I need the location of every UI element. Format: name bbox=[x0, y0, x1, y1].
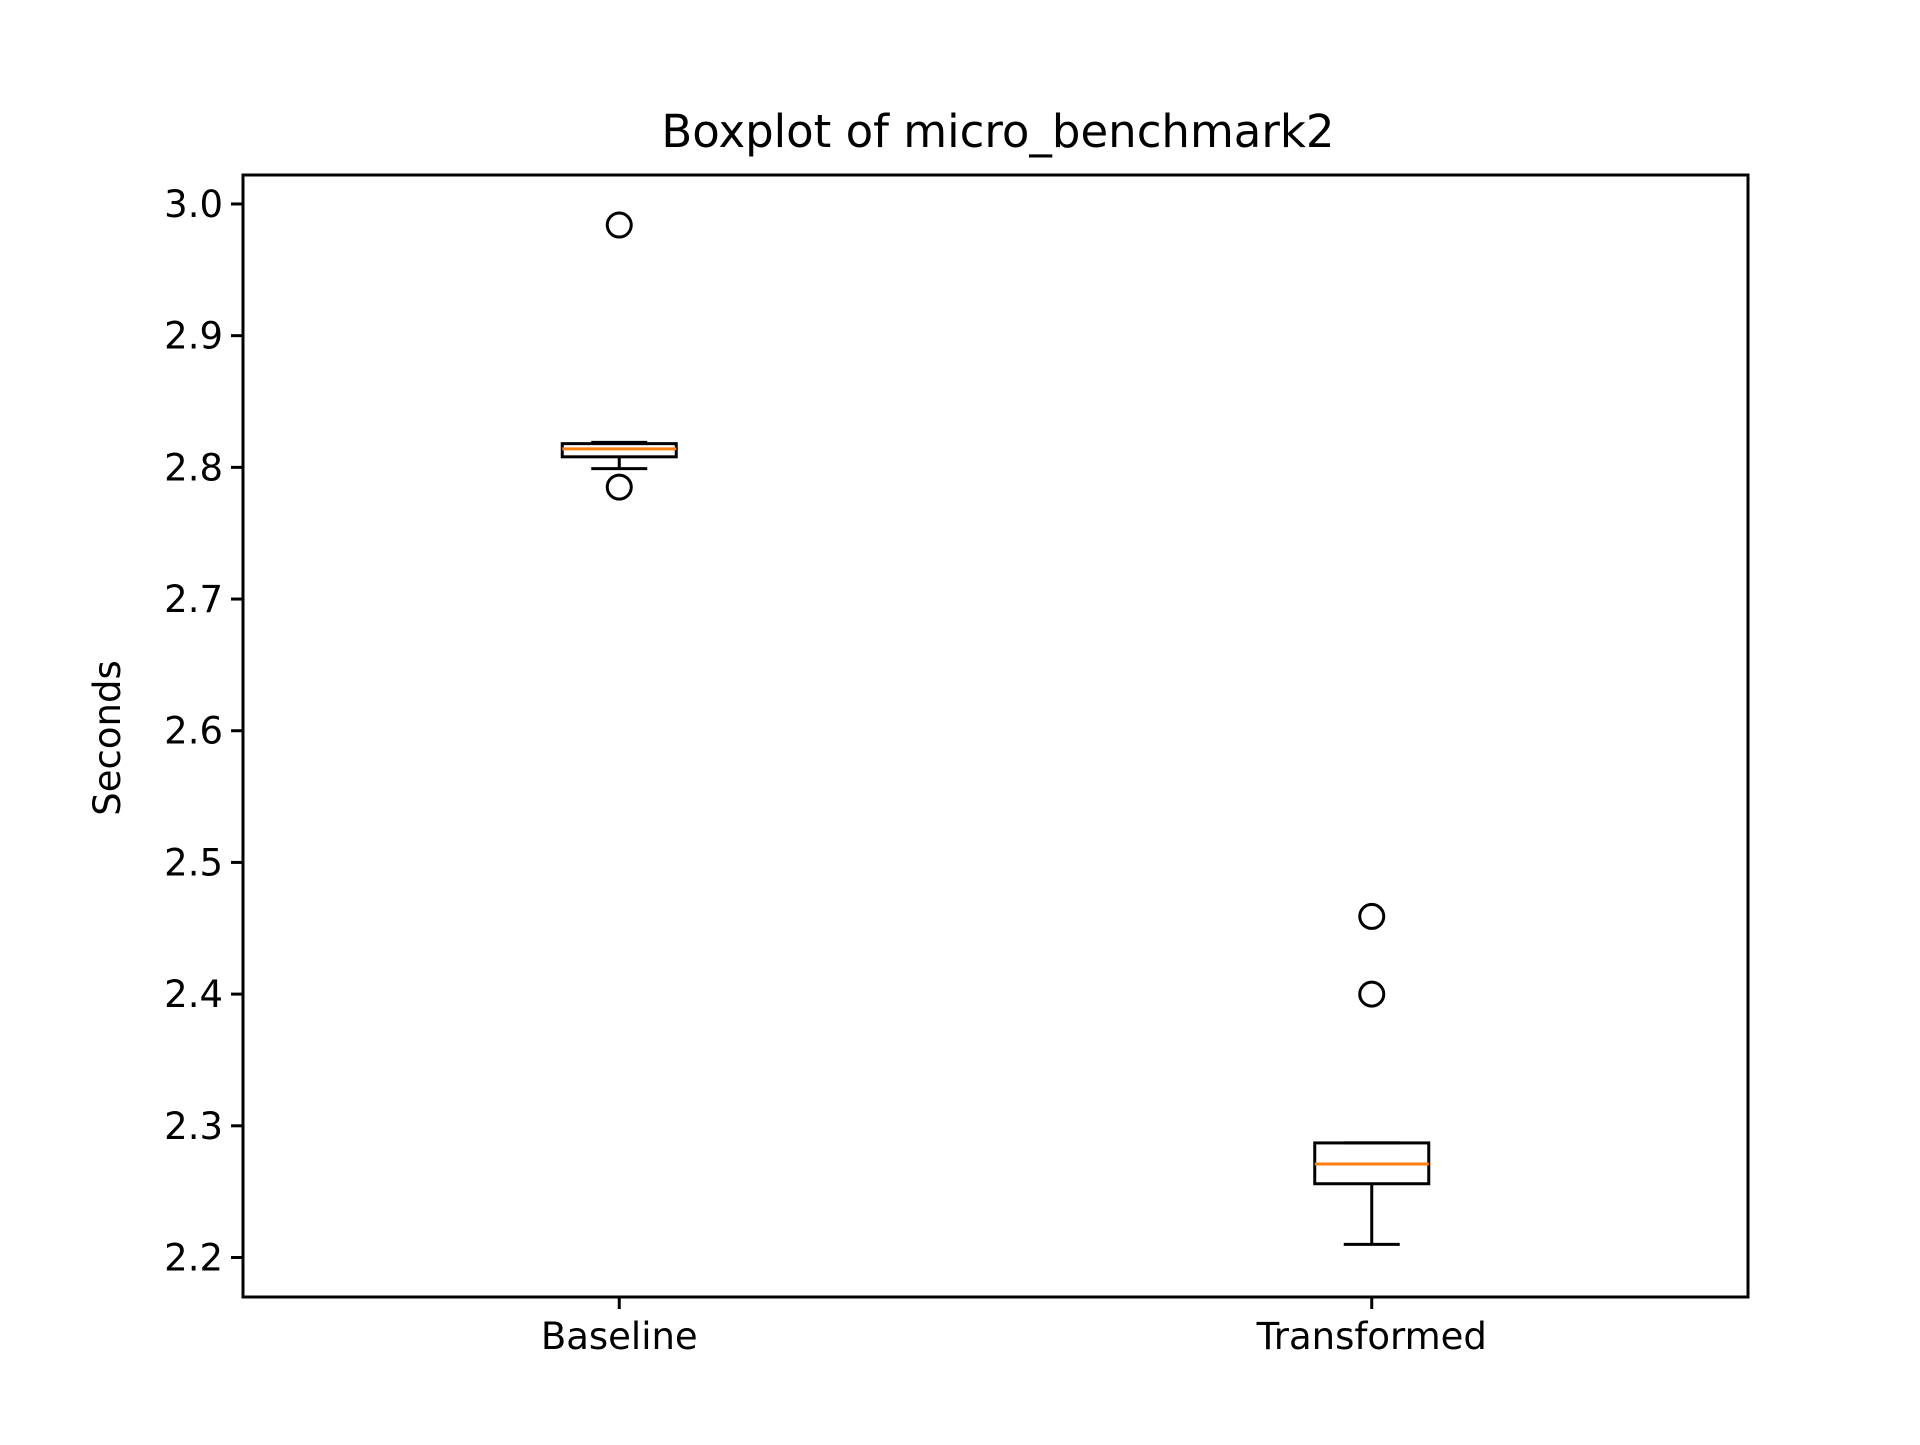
outlier-point bbox=[605, 211, 633, 239]
chart-title: Boxplot of micro_benchmark2 bbox=[661, 105, 1334, 158]
y-axis-label: Seconds bbox=[86, 660, 129, 815]
y-tick-label: 2.6 bbox=[164, 710, 223, 753]
y-tick-label: 2.3 bbox=[164, 1105, 223, 1148]
y-tick-label: 2.2 bbox=[164, 1236, 223, 1279]
outlier-point bbox=[1358, 980, 1386, 1008]
y-tick-label: 2.9 bbox=[164, 315, 223, 358]
y-tick-label: 2.8 bbox=[164, 446, 223, 489]
y-tick-label: 3.0 bbox=[164, 183, 223, 226]
y-tick-label: 2.7 bbox=[164, 578, 223, 621]
x-tick-label: Baseline bbox=[541, 1315, 698, 1358]
y-tick-label: 2.4 bbox=[164, 973, 223, 1016]
x-tick-label: Transformed bbox=[1256, 1315, 1487, 1358]
box-transformed bbox=[1313, 902, 1431, 1246]
plot-frame bbox=[241, 173, 1750, 1299]
outlier-point bbox=[1358, 902, 1386, 930]
outlier-point bbox=[605, 473, 633, 501]
x-axis-ticks: Baseline Transformed bbox=[541, 1297, 1487, 1358]
box-baseline bbox=[560, 211, 678, 501]
y-tick-label: 2.5 bbox=[164, 841, 223, 884]
boxes-group bbox=[560, 211, 1431, 1246]
y-axis-ticks: 2.2 2.3 2.4 2.5 2.6 2.7 2.8 2.9 3.0 bbox=[164, 183, 243, 1279]
